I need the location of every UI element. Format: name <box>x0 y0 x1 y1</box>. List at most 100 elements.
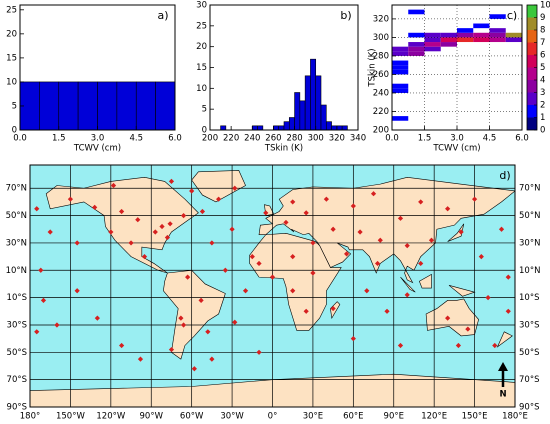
station-point <box>40 297 47 303</box>
x-tick-label: 0.0 <box>13 134 27 144</box>
histogram-bar <box>273 125 280 131</box>
y-tick-label: 300 <box>373 33 389 43</box>
station-point <box>34 329 40 335</box>
x-tick-label: 1.5 <box>418 134 432 144</box>
station-point <box>242 288 249 294</box>
station-point <box>180 212 187 219</box>
heatmap-cell <box>392 60 409 66</box>
colorbar-tick-label: 7 <box>540 38 545 48</box>
landmass <box>45 177 199 274</box>
station-point <box>263 210 269 216</box>
heatmap-cell <box>392 46 409 52</box>
colorbar-tick-label: 4 <box>540 76 545 86</box>
heatmap-cell <box>440 32 457 38</box>
x-tick-label: 120°W <box>96 412 125 422</box>
heatmap-cell <box>457 28 474 33</box>
station-point <box>505 274 511 280</box>
station-point <box>164 234 171 241</box>
station-point <box>74 240 80 246</box>
x-tick-label: 90°W <box>140 412 164 422</box>
station-point <box>384 308 390 314</box>
y-tick-label: 90°S <box>7 403 27 413</box>
x-tick-label: 30°E <box>303 412 323 422</box>
colorbar-tick-label: 5 <box>540 63 545 73</box>
station-point <box>455 342 462 349</box>
panel-label: a) <box>157 9 168 22</box>
heatmap-cell <box>392 65 409 70</box>
histogram-bar <box>341 125 348 131</box>
x-tick-label: 320 <box>329 134 345 144</box>
colorbar-segment <box>527 117 537 130</box>
station-point <box>256 349 262 355</box>
y-tick-label: 50°N <box>519 211 540 221</box>
station-point <box>209 356 215 362</box>
heatmap-cell <box>392 88 409 93</box>
y-tick-label: 25 <box>6 5 17 15</box>
station-point <box>178 315 184 321</box>
histogram-bar <box>304 75 311 131</box>
heatmap-cell <box>392 116 409 121</box>
heatmap-cell <box>457 37 474 43</box>
heatmap-cell <box>489 14 506 19</box>
station-point <box>310 240 316 246</box>
landmass <box>258 177 515 284</box>
x-tick-label: 6.0 <box>515 134 529 144</box>
heatmap-cell <box>489 37 506 43</box>
histogram-bar <box>325 121 332 131</box>
y-tick-label: 30°N <box>6 238 27 248</box>
y-tick-label: 50°S <box>7 348 27 358</box>
landmass <box>425 298 479 337</box>
x-tick-label: 3.0 <box>91 134 105 144</box>
north-label: N <box>499 390 506 400</box>
station-point <box>357 229 363 235</box>
heatmap-cell <box>424 46 441 52</box>
y-tick-label: 10°N <box>6 266 27 276</box>
histogram-bar <box>320 104 327 131</box>
heatmap-cell <box>473 23 490 29</box>
x-tick-label: 60°W <box>180 412 204 422</box>
y-tick-label: 240 <box>373 88 389 98</box>
heatmap-cell <box>392 69 409 75</box>
histogram-bar <box>251 125 258 131</box>
north-arrow-head <box>498 362 508 371</box>
station-point <box>135 217 141 223</box>
station-point <box>119 208 125 215</box>
colorbar-segment <box>527 67 537 80</box>
heatmap-cell <box>457 32 474 38</box>
x-axis-label: TCWV (cm) <box>73 144 121 154</box>
station-point <box>485 295 491 301</box>
colorbar-segment <box>527 42 537 55</box>
y-tick-label: 280 <box>373 51 389 61</box>
colorbar-segment <box>527 30 537 43</box>
histogram-bar <box>135 81 156 131</box>
x-tick-label: 340 <box>350 134 366 144</box>
station-point <box>323 196 329 202</box>
station-point <box>159 223 165 230</box>
heatmap-cell <box>408 46 425 52</box>
histogram-bar <box>294 92 301 131</box>
histogram-bar <box>116 81 137 131</box>
histogram-bar <box>39 81 60 131</box>
station-point <box>92 204 98 210</box>
station-point <box>310 270 316 276</box>
station-point <box>198 297 204 303</box>
station-point <box>74 288 80 294</box>
histogram-bar <box>331 125 338 131</box>
y-tick-label: 10°S <box>7 293 27 303</box>
y-tick-label: 220 <box>373 107 389 117</box>
station-point <box>168 178 175 185</box>
y-tick-label: 5 <box>12 101 17 111</box>
station-point <box>418 260 424 267</box>
axes-frame <box>29 164 516 408</box>
station-point <box>137 356 144 362</box>
station-point <box>189 188 195 194</box>
y-tick-label: 10 <box>6 77 17 87</box>
histogram-bar <box>336 125 343 131</box>
heatmap-cell <box>408 51 425 56</box>
station-point <box>492 342 498 349</box>
y-tick-label: 70°S <box>7 375 27 385</box>
station-point <box>465 326 471 332</box>
station-point <box>180 322 187 328</box>
heatmap-cell <box>408 32 425 38</box>
y-tick-label: 90°S <box>519 403 539 413</box>
